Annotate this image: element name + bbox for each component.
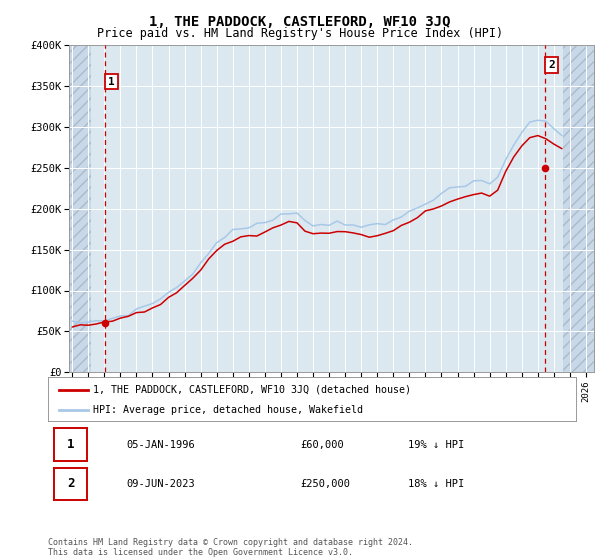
Text: £60,000: £60,000 xyxy=(300,440,344,450)
Text: £250,000: £250,000 xyxy=(300,479,350,489)
Text: 1, THE PADDOCK, CASTLEFORD, WF10 3JQ: 1, THE PADDOCK, CASTLEFORD, WF10 3JQ xyxy=(149,15,451,29)
Text: 1: 1 xyxy=(108,77,115,87)
Text: 1, THE PADDOCK, CASTLEFORD, WF10 3JQ (detached house): 1, THE PADDOCK, CASTLEFORD, WF10 3JQ (de… xyxy=(93,385,411,395)
Text: 19% ↓ HPI: 19% ↓ HPI xyxy=(408,440,464,450)
Text: Contains HM Land Registry data © Crown copyright and database right 2024.
This d: Contains HM Land Registry data © Crown c… xyxy=(48,538,413,557)
Bar xyxy=(563,45,594,372)
Bar xyxy=(69,45,91,372)
Text: 2: 2 xyxy=(548,60,555,70)
Text: 18% ↓ HPI: 18% ↓ HPI xyxy=(408,479,464,489)
Text: HPI: Average price, detached house, Wakefield: HPI: Average price, detached house, Wake… xyxy=(93,405,363,415)
Text: 1: 1 xyxy=(67,438,74,451)
Text: Price paid vs. HM Land Registry's House Price Index (HPI): Price paid vs. HM Land Registry's House … xyxy=(97,27,503,40)
Text: 2: 2 xyxy=(67,477,74,491)
Text: 05-JAN-1996: 05-JAN-1996 xyxy=(126,440,195,450)
Text: 09-JUN-2023: 09-JUN-2023 xyxy=(126,479,195,489)
